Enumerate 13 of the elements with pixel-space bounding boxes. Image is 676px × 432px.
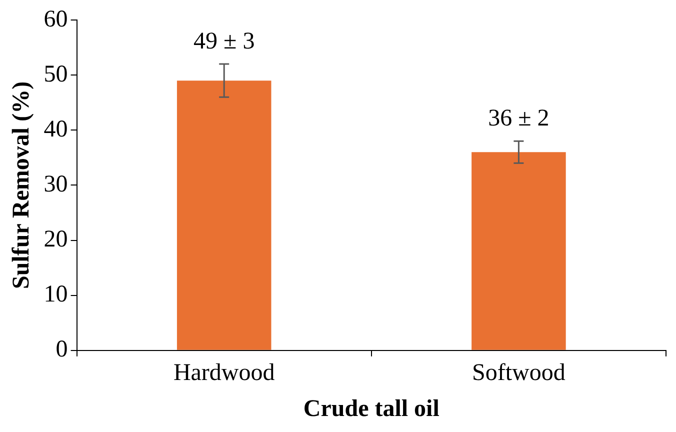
y-tick-label: 0 [56, 336, 68, 363]
x-axis-title: Crude tall oil [303, 396, 440, 422]
y-tick-label: 30 [44, 171, 68, 198]
y-tick-label: 10 [44, 282, 68, 308]
data-label: 49 ± 3 [194, 28, 255, 54]
y-axis-title: Sulfur Removal (%) [8, 81, 35, 289]
y-tick-label: 50 [44, 61, 68, 88]
y-tick-label: 20 [44, 226, 68, 253]
x-tick-label: Hardwood [173, 360, 275, 386]
x-tick-label: Softwood [472, 360, 566, 386]
y-tick-label: 40 [44, 116, 68, 142]
data-label: 36 ± 2 [488, 105, 550, 132]
y-tick-label: 60 [44, 6, 68, 32]
